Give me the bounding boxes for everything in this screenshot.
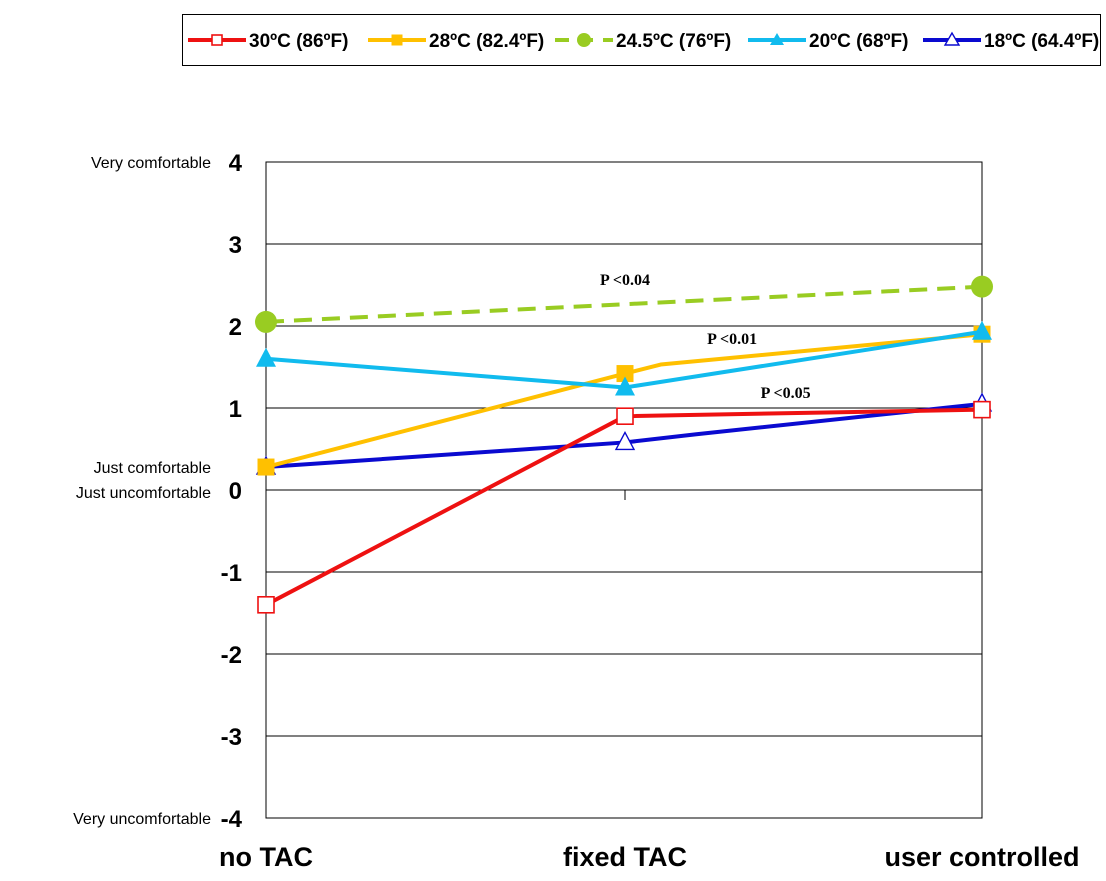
legend-entry-20-c-68-f: 20ºC (68ºF) [748,31,908,52]
data-point [257,458,275,476]
y-tick-label: -2 [221,642,242,669]
legend-label: 18ºC (64.4ºF) [984,31,1099,52]
marker-triangle [770,33,784,45]
comfort-scale-labels: Very comfortable Just comfortable Just unc… [73,155,211,828]
legend-marker [770,33,784,45]
marker-square [257,595,275,614]
x-category-label: no TAC [219,842,313,872]
series-line [265,332,983,469]
annotations: P <0.04 P <0.01 P <0.05 [600,272,811,402]
legend-entry-24-5-c-76-f: 24.5ºC (76ºF) [555,31,731,52]
scale-label-very-uncomfortable: Very uncomfortable [73,811,211,828]
y-tick-label: 2 [229,314,242,341]
scale-label-just-comfortable: Just comfortable [94,460,211,477]
data-point [615,376,635,396]
legend: 30ºC (86ºF) 28ºC (82.4ºF) 24.5ºC (76ºF) 20º… [182,14,1101,66]
marker-square [973,400,991,419]
y-axis: -4 -3 -2 -1 0 1 2 3 4 [221,150,243,833]
data-point [616,407,634,426]
data-point [255,310,277,333]
series-24-5-c-76-f [255,275,993,333]
legend-entry-18-c-64-4-f: 18ºC (64.4ºF) [923,31,1099,52]
y-tick-label: -1 [221,560,242,587]
series-line [265,284,983,324]
x-axis: no TAC fixed TAC user controlled [219,490,1080,872]
marker-square [257,458,275,476]
marker-triangle [972,320,992,340]
data-point [256,347,276,367]
legend-label: 20ºC (68ºF) [809,31,908,52]
legend-marker [391,34,403,46]
legend-marker [577,33,591,47]
data-point [614,430,636,451]
y-tick-label: -4 [221,806,243,833]
data-point [971,275,993,298]
marker-triangle [615,376,635,396]
marker-triangle [943,31,961,46]
x-category-label: user controlled [884,842,1079,872]
marker-square [211,34,223,46]
scale-label-just-uncomfortable: Just uncomfortable [76,485,211,502]
marker-triangle [256,347,276,367]
series-20-c-68-f [256,320,992,396]
marker-square [616,407,634,426]
annotation-p-0-05: P <0.05 [761,385,811,402]
marker-circle [971,275,993,298]
y-tick-label: 4 [229,150,243,177]
y-tick-label: 1 [229,396,242,423]
y-tick-label: -3 [221,724,242,751]
data-point [973,400,991,419]
legend-marker [943,31,961,46]
legend-entry-30-c-86-f: 30ºC (86ºF) [188,31,348,52]
series-line [265,401,983,470]
y-tick-label: 0 [229,478,242,505]
legend-marker [211,34,223,46]
y-tick-label: 3 [229,232,242,259]
x-category-label: fixed TAC [563,842,687,872]
data-point [257,595,275,614]
series-layer [255,275,993,614]
annotation-p-0-01: P <0.01 [707,331,757,348]
marker-circle [255,310,277,333]
legend-entry-28-c-82-4-f: 28ºC (82.4ºF) [368,31,544,52]
marker-square [391,34,403,46]
data-point [972,320,992,340]
series-18-c-64-4-f [255,392,993,475]
legend-label: 24.5ºC (76ºF) [616,31,731,52]
grid-lines [266,243,982,737]
marker-circle [577,33,591,47]
annotation-p-0-04: P <0.04 [600,272,650,289]
scale-label-very-comfortable: Very comfortable [91,155,211,172]
legend-label: 30ºC (86ºF) [249,31,348,52]
marker-triangle [614,430,636,451]
series-30-c-86-f [257,400,991,614]
legend-label: 28ºC (82.4ºF) [429,31,544,52]
